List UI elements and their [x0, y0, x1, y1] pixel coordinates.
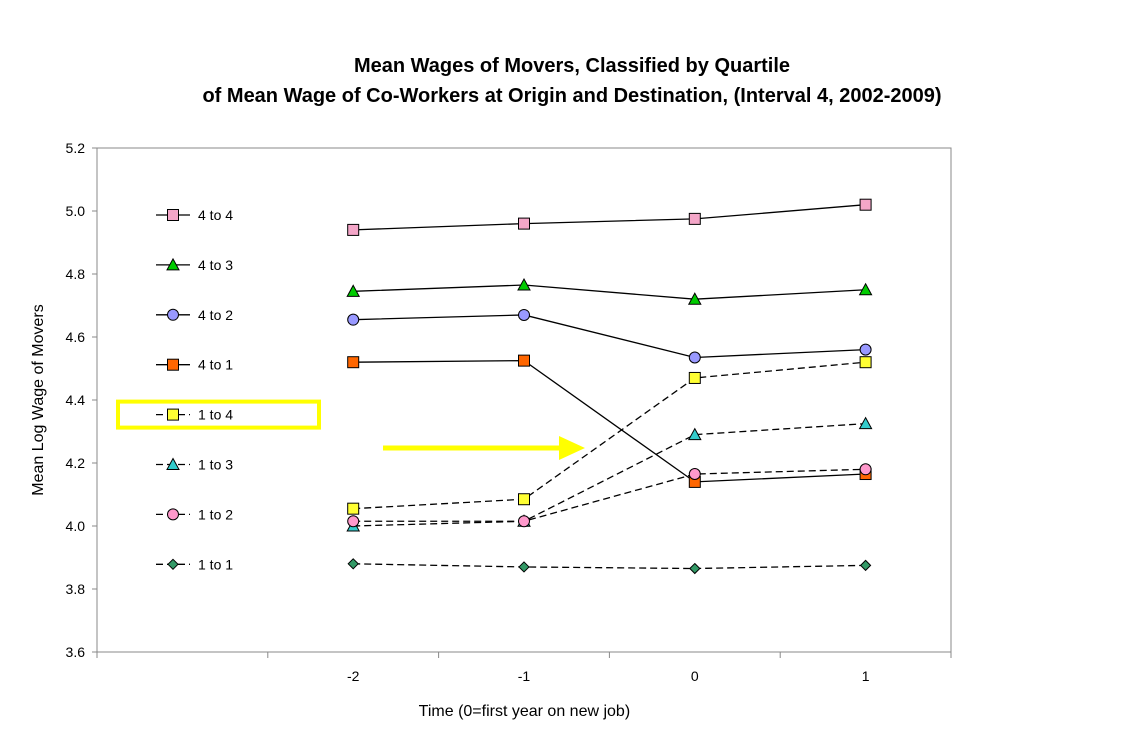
legend-label: 4 to 3	[198, 257, 233, 273]
series-line	[353, 563, 866, 570]
data-point	[518, 493, 530, 506]
legend-label: 1 to 2	[198, 506, 233, 522]
series-line	[353, 314, 866, 359]
chart-title-line: Mean Wages of Movers, Classified by Quar…	[354, 55, 790, 77]
legend-item-1-to-4: 1 to 4	[116, 399, 321, 430]
x-tick-label: -1	[518, 668, 531, 684]
data-point	[518, 308, 530, 321]
series-1-to-2	[347, 463, 872, 528]
data-point	[687, 292, 702, 305]
series-line	[353, 468, 866, 522]
series-line	[353, 359, 866, 483]
legend-marker	[167, 358, 179, 371]
y-tick-label: 4.0	[66, 518, 86, 534]
series-4-to-1	[347, 354, 872, 488]
y-tick-label: 3.8	[66, 581, 86, 597]
legend-item-4-to-4: 4 to 4	[156, 207, 233, 223]
data-point	[859, 343, 872, 356]
y-tick-label: 4.2	[66, 455, 86, 471]
data-point	[347, 356, 360, 369]
legend-marker	[167, 508, 179, 521]
highlight-arrow-head	[559, 436, 585, 460]
y-tick-label: 4.6	[66, 329, 86, 345]
series-4-to-2	[347, 308, 872, 364]
data-point	[518, 354, 530, 367]
series-4-to-3	[346, 277, 873, 305]
legend-label: 1 to 1	[198, 556, 233, 572]
chart-series	[346, 198, 873, 575]
chart-annotations	[383, 436, 585, 460]
legend-marker	[167, 308, 179, 321]
legend-highlight-box	[116, 399, 321, 430]
legend-item-1-to-1: 1 to 1	[156, 556, 233, 572]
series-1-to-3	[346, 416, 873, 532]
legend-marker	[167, 209, 179, 221]
legend-label: 1 to 4	[198, 407, 233, 423]
data-point	[347, 515, 360, 528]
series-line	[353, 284, 866, 300]
legend-item-1-to-2: 1 to 2	[156, 506, 233, 522]
data-point	[858, 282, 873, 296]
legend-label: 4 to 2	[198, 307, 233, 323]
y-axis-label: Mean Log Wage of Movers	[30, 304, 47, 496]
series-1-to-1	[347, 558, 872, 575]
data-point	[859, 356, 872, 369]
legend-marker	[167, 408, 179, 421]
series-1-to-4	[347, 356, 872, 515]
data-point	[858, 416, 873, 430]
data-point	[688, 212, 701, 225]
chart-axes: 3.6 3.8 4.0 4.2 4.4 4.6 4.8 5.0 5.2 -2 -1 0 1 Time (0…	[30, 140, 952, 720]
data-point	[347, 313, 360, 326]
chart-title-line: of Mean Wage of Co-Workers at Origin and…	[202, 85, 941, 107]
data-point	[859, 198, 872, 211]
data-point	[689, 562, 701, 575]
y-tick-label: 4.4	[66, 392, 86, 408]
legend-label: 4 to 4	[198, 207, 233, 223]
x-tick-label: 1	[862, 668, 870, 684]
series-line	[353, 361, 866, 510]
data-point	[518, 561, 530, 573]
legend-marker	[166, 457, 180, 470]
legend-item-4-to-1: 4 to 1	[156, 357, 233, 373]
data-point	[517, 277, 531, 291]
data-point	[688, 371, 701, 384]
legend-item-4-to-2: 4 to 2	[156, 307, 233, 323]
legend-label: 1 to 3	[198, 457, 233, 473]
series-4-to-4	[347, 198, 872, 236]
legend-label: 4 to 1	[198, 357, 233, 373]
chart-title: Mean Wages of Movers, Classified by Quar…	[202, 55, 941, 107]
legend-marker	[167, 558, 179, 571]
data-point	[859, 463, 872, 476]
data-point	[347, 502, 360, 515]
chart-legend: 4 to 4 4 to 3 4 to 2 4 to 1 1 to 4 1 to 3 1 to…	[116, 207, 321, 572]
series-line	[353, 204, 866, 231]
legend-item-4-to-3: 4 to 3	[156, 257, 233, 273]
data-point	[346, 284, 361, 297]
legend-item-1-to-3: 1 to 3	[156, 457, 233, 473]
y-tick-label: 4.8	[66, 266, 86, 282]
data-point	[347, 223, 360, 236]
x-tick-label: -2	[347, 668, 360, 684]
y-tick-label: 3.6	[66, 644, 86, 660]
y-tick-label: 5.0	[66, 203, 86, 219]
data-point	[688, 351, 701, 364]
legend-marker	[166, 257, 180, 271]
x-axis-label: Time (0=first year on new job)	[419, 703, 630, 720]
series-line	[353, 422, 866, 527]
data-point	[347, 558, 359, 570]
y-tick-label: 5.2	[66, 140, 86, 156]
data-point	[518, 515, 530, 528]
x-tick-label: 0	[691, 668, 699, 684]
data-point	[859, 559, 872, 572]
data-point	[518, 217, 530, 230]
data-point	[688, 468, 701, 481]
data-point	[687, 427, 702, 441]
